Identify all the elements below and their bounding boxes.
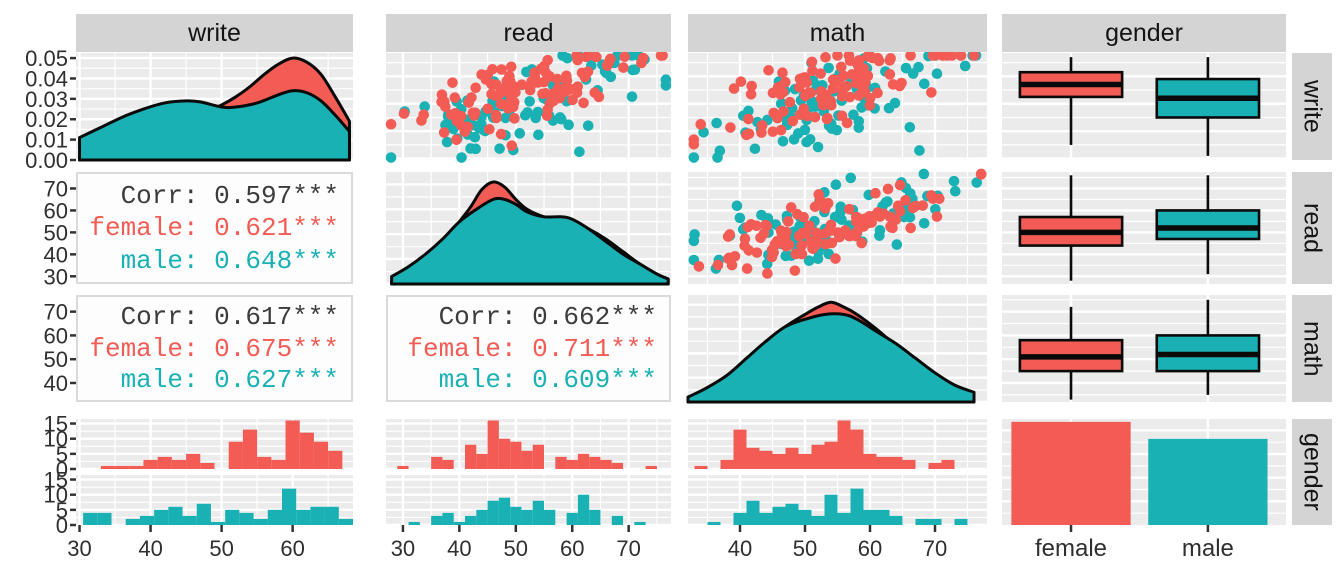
- x-axis-tick-label: 40: [138, 536, 162, 561]
- y-axis-tick-label: 5: [56, 498, 68, 523]
- y-axis-tick-label: 0.03: [25, 87, 68, 112]
- column-strip-math: math: [688, 14, 987, 52]
- y-axis-tick-label: 0.02: [25, 107, 68, 132]
- x-axis-tick-label: 40: [728, 536, 752, 561]
- y-axis-tick-label: 0.05: [25, 46, 68, 71]
- y-axis-tick-label: 0.04: [25, 66, 68, 91]
- y-axis-tick-label: 70: [44, 176, 68, 201]
- x-axis-tick-label: 60: [280, 536, 304, 561]
- correlation-female: female: 0.621***: [89, 213, 339, 243]
- y-axis-tick-label: 70: [44, 300, 68, 325]
- column-strip-read: read: [386, 14, 671, 52]
- correlation-male: male: 0.648***: [120, 245, 339, 276]
- x-axis-tick-label: 50: [793, 536, 817, 561]
- y-axis-tick-label: 50: [44, 220, 68, 245]
- correlation-panel-read-math: Corr: 0.662*** female: 0.711*** male: 0.…: [386, 295, 671, 402]
- x-axis-tick-label: 50: [209, 536, 233, 561]
- row-strip-read: read: [1292, 172, 1332, 284]
- y-axis-tick-label: 60: [44, 198, 68, 223]
- column-strip-math-label: math: [809, 18, 866, 47]
- y-axis-tick-label: 5: [56, 442, 68, 467]
- column-strip-write: write: [76, 14, 353, 52]
- row-strip-gender: gender: [1292, 419, 1332, 525]
- y-axis-tick-label: 10: [44, 427, 68, 452]
- y-axis-tick-label: 40: [44, 371, 68, 396]
- x-axis-tick-label: 70: [616, 536, 640, 561]
- column-strip-read-label: read: [503, 18, 554, 47]
- correlation-overall: Corr: 0.662***: [438, 302, 657, 333]
- y-axis-tick-label: 30: [44, 264, 68, 289]
- row-strip-gender-label: gender: [1298, 433, 1327, 511]
- correlation-panel-write-read: Corr: 0.597*** female: 0.621*** male: 0.…: [76, 172, 353, 284]
- row-strip-write: write: [1292, 53, 1332, 160]
- x-axis-tick-label: 30: [391, 536, 415, 561]
- y-axis-tick-label: 15: [44, 412, 68, 437]
- y-axis-tick-label: 40: [44, 242, 68, 267]
- x-axis-tick-label: 70: [923, 536, 947, 561]
- correlation-overall: Corr: 0.617***: [120, 302, 339, 333]
- y-axis-tick-label: 0: [56, 457, 68, 482]
- column-strip-write-label: write: [188, 18, 241, 47]
- row-strip-write-label: write: [1298, 80, 1327, 133]
- y-axis-tick-label: 15: [44, 468, 68, 493]
- correlation-overall: Corr: 0.597***: [120, 180, 339, 211]
- row-strip-read-label: read: [1298, 202, 1327, 254]
- y-axis-tick-label: 60: [44, 323, 68, 348]
- row-strip-math-label: math: [1298, 320, 1327, 377]
- y-axis-tick-label: 0: [56, 513, 68, 538]
- y-axis-tick-label: 50: [44, 347, 68, 372]
- x-axis-tick-label: 60: [858, 536, 882, 561]
- y-axis-tick-label: 0.01: [25, 128, 68, 153]
- x-axis-tick-label: 30: [67, 536, 91, 561]
- x-axis-tick-label: female: [1035, 535, 1107, 562]
- x-axis-tick-label: male: [1182, 535, 1234, 562]
- column-strip-gender: gender: [1002, 14, 1286, 52]
- x-axis-tick-label: 40: [447, 536, 471, 561]
- x-axis-tick-label: 50: [504, 536, 528, 561]
- y-axis-tick-label: 0.00: [25, 148, 68, 173]
- y-axis-tick-label: 10: [44, 483, 68, 508]
- correlation-male: male: 0.609***: [438, 364, 657, 395]
- correlation-female: female: 0.711***: [407, 333, 657, 364]
- x-axis-tick-label: 60: [560, 536, 584, 561]
- correlation-female: female: 0.675***: [89, 333, 339, 364]
- column-strip-gender-label: gender: [1105, 18, 1183, 47]
- correlation-male: male: 0.627***: [120, 364, 339, 395]
- row-strip-math: math: [1292, 295, 1332, 402]
- correlation-panel-write-math: Corr: 0.617*** female: 0.675*** male: 0.…: [76, 295, 353, 402]
